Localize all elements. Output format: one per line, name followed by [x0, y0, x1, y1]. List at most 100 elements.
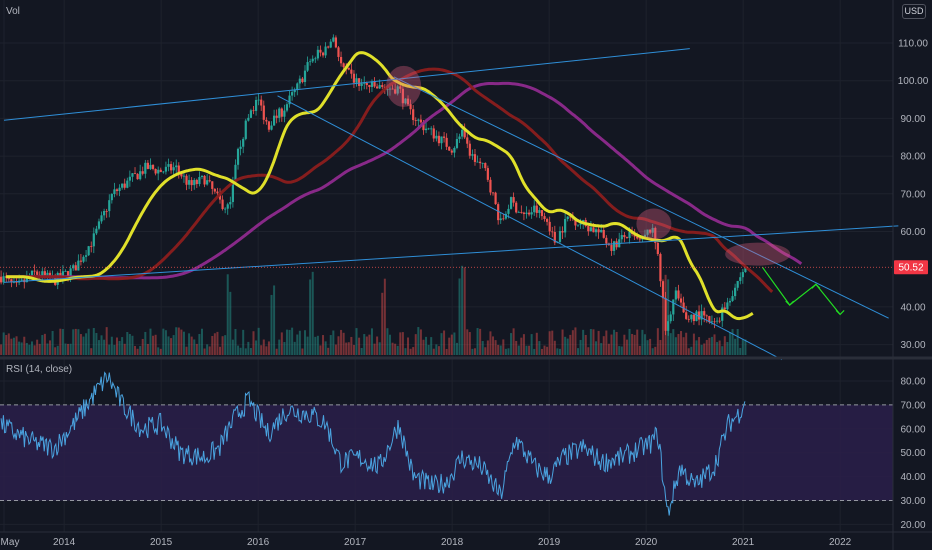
volume-bar: [703, 343, 706, 355]
time-tick-label: 2021: [732, 537, 755, 548]
rsi-line: [0, 371, 893, 516]
rsi-tick-label: 20.00: [900, 520, 925, 531]
volume-bar: [144, 331, 147, 355]
rsi-axis[interactable]: 80.00 70.00 60.00 50.00 40.00 30.00 20.00: [900, 377, 925, 531]
candle-body: [463, 129, 466, 138]
volume-bar: [517, 345, 520, 355]
candle-body: [172, 167, 175, 171]
volume-bar: [257, 327, 260, 355]
candle-body: [432, 128, 435, 139]
candle-body: [479, 161, 482, 164]
candle-body: [283, 110, 286, 117]
volume-bar: [468, 332, 471, 355]
rsi-tick-label: 80.00: [900, 377, 925, 388]
volume-bar: [564, 336, 567, 355]
moving-averages: [5, 51, 803, 321]
volume-bar: [692, 333, 695, 355]
candle-body: [270, 125, 273, 130]
candle-body: [491, 192, 495, 194]
volume-bar: [401, 332, 404, 355]
candle-body: [368, 85, 371, 87]
volume-bar: [479, 328, 482, 355]
annotations: [0, 65, 893, 316]
volume-bar: [458, 278, 461, 355]
volume-bar: [533, 348, 536, 355]
currency-button[interactable]: USD: [902, 4, 926, 19]
volume-bar: [476, 328, 479, 355]
candle-body: [424, 128, 428, 131]
price-axis[interactable]: 110.00 100.00 90.00 80.00 70.00 60.00 40.00 30.…: [898, 39, 929, 352]
candle-body: [509, 197, 513, 209]
volume-bar: [262, 339, 265, 355]
volume-bar: [600, 343, 603, 355]
volume-bar: [437, 346, 440, 355]
volume-bar: [504, 348, 507, 355]
volume-bar: [23, 336, 26, 355]
volume-bar: [167, 336, 170, 355]
time-axis[interactable]: May 2014 2015 2016 2017 2018 2019 2020 2021 2022: [1, 537, 852, 548]
candle-body: [234, 164, 237, 181]
volume-bar: [561, 329, 564, 355]
volume-bar: [566, 338, 569, 355]
candle-body: [715, 320, 719, 322]
candle-body: [74, 265, 77, 271]
volume-bar: [283, 342, 286, 355]
volume-panel-label: Vol: [6, 6, 20, 17]
volume-bar: [67, 343, 70, 355]
volume-bar: [499, 345, 502, 355]
candle-body: [159, 169, 162, 173]
price-tick-label: 60.00: [900, 227, 925, 238]
candle-body: [41, 271, 44, 277]
volume-bar: [391, 342, 394, 355]
candle-body: [46, 272, 49, 276]
volume-bar: [267, 341, 270, 355]
candle-body: [594, 229, 598, 233]
volume-bar: [571, 330, 574, 355]
volume-bar: [180, 329, 183, 355]
candle-body: [574, 218, 577, 226]
volume-bar: [481, 341, 484, 355]
volume-bar: [471, 348, 474, 355]
candle-body: [435, 135, 438, 139]
volume-bar: [36, 339, 39, 355]
candle-body: [84, 255, 88, 257]
volume-bar: [605, 330, 608, 355]
volume-bar: [376, 336, 379, 355]
volume-bar: [669, 333, 672, 355]
volume-bar: [185, 346, 188, 355]
candle-body: [342, 63, 345, 68]
volume-bar: [12, 337, 15, 355]
candle-body: [378, 85, 381, 89]
candle-body: [468, 143, 471, 156]
candle-body: [244, 120, 247, 139]
candle-body: [692, 314, 696, 322]
candle-body: [25, 276, 28, 283]
volume-bar: [255, 340, 258, 355]
volume-bar: [134, 346, 137, 355]
volume-bar: [69, 343, 72, 355]
candle-body: [61, 271, 65, 278]
volume-bar: [82, 336, 85, 355]
channel-lower: [277, 95, 783, 361]
candle-body: [136, 173, 139, 180]
candle-body: [564, 218, 567, 233]
volume-bar: [128, 334, 131, 355]
trendlines: [3, 48, 899, 361]
candle-body: [288, 95, 291, 105]
volume-bar: [661, 282, 664, 355]
volume-bar: [110, 336, 113, 355]
candle-body: [218, 193, 222, 200]
volume-bar: [190, 336, 193, 355]
volume-bar: [224, 335, 227, 355]
volume-bar: [649, 338, 652, 355]
rsi-panel-label[interactable]: RSI (14, close): [6, 364, 72, 375]
volume-bar: [278, 339, 281, 355]
candle-body: [128, 176, 131, 181]
volume-bar: [407, 337, 410, 355]
candle-body: [10, 279, 13, 283]
candle-body: [592, 227, 595, 233]
candle-body: [545, 219, 549, 222]
candle-body: [211, 181, 214, 189]
price-tick-label: 70.00: [900, 189, 925, 200]
